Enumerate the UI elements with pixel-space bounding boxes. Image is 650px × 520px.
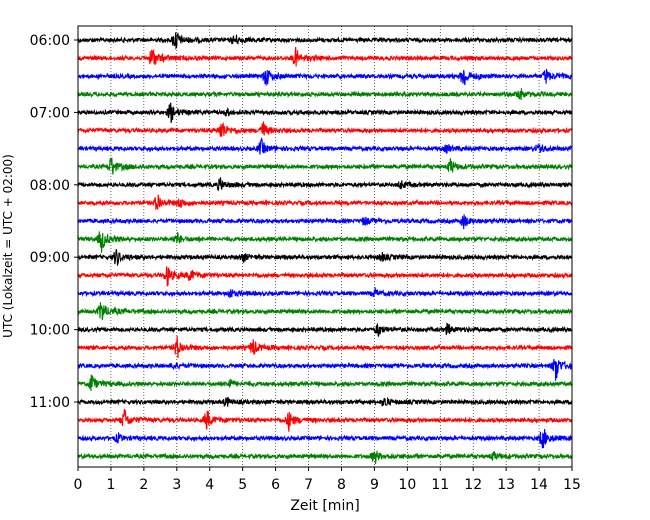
x-tick-label: 4 [205,477,214,493]
seismic-trace [77,46,573,67]
seismic-trace [77,287,573,299]
y-tick-label: 08:00 [30,178,70,194]
seismic-trace [77,177,573,192]
x-tick-label: 12 [464,477,482,493]
seismic-trace [77,231,573,253]
x-tick-label: 0 [74,477,83,493]
y-tick-label: 07:00 [30,105,70,121]
y-tick-label: 06:00 [30,33,70,49]
x-tick-label: 3 [172,477,181,493]
seismic-trace [77,266,573,287]
x-tick-label: 1 [106,477,115,493]
x-tick-label: 10 [398,477,416,493]
x-axis-label: Zeit [min] [290,498,359,514]
seismic-trace [77,157,573,175]
x-tick-label: 2 [139,477,148,493]
y-tick-label: 10:00 [30,323,70,339]
seismic-trace [77,302,573,320]
x-tick-label: 14 [530,477,548,493]
x-tick-label: 13 [497,477,515,493]
x-tick-label: 7 [304,477,313,493]
y-axis-label: UTC (Lokalzeit = UTC + 02:00) [1,154,15,338]
x-tick-label: 9 [370,477,379,493]
seismic-trace [77,408,573,432]
seismic-trace [77,102,573,124]
x-tick-label: 5 [238,477,247,493]
seismic-trace [77,32,573,51]
seismic-trace [77,322,573,337]
seismic-trace [77,249,573,266]
seismic-trace [77,121,573,137]
seismic-trace [77,396,573,408]
y-axis: 06:00 07:00 08:00 09:00 10:00 11:00 [30,33,78,411]
x-tick-label: 15 [563,477,581,493]
seismic-trace [77,428,573,449]
seismic-trace [77,88,573,101]
x-tick-label: 8 [337,477,346,493]
x-axis: 0 1 2 3 4 5 6 7 8 9 10 11 12 13 14 15 [74,467,581,493]
seismic-trace [77,68,573,86]
y-tick-label: 11:00 [30,395,70,411]
x-tick-label: 6 [271,477,280,493]
y-tick-label: 09:00 [30,250,70,266]
seismic-trace [77,214,573,230]
plot-frame [77,25,573,468]
x-tick-label: 11 [431,477,449,493]
seismic-traces [77,32,573,465]
seismic-trace [77,359,573,381]
seismic-trace [77,450,573,465]
seismic-trace [77,194,573,210]
seismic-trace [77,137,573,155]
seismic-trace [77,335,573,359]
seismic-trace [77,374,573,392]
